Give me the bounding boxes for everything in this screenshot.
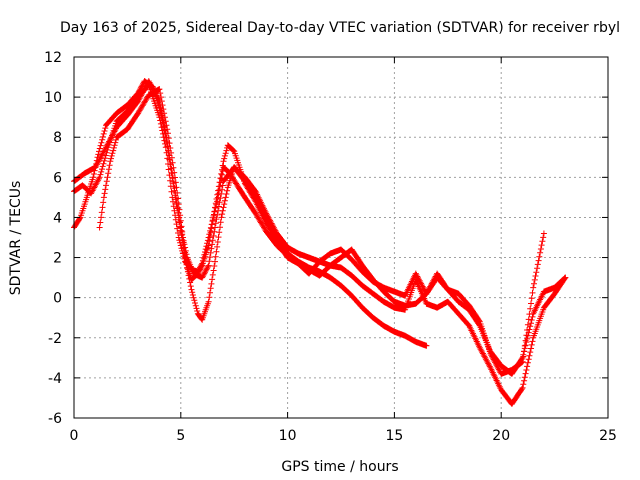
y-tick-label: 8 <box>53 130 62 146</box>
y-tick-label: 4 <box>53 210 62 226</box>
x-tick-label: 0 <box>70 428 79 444</box>
y-tick-label: -6 <box>48 411 62 427</box>
y-tick-label: 12 <box>44 50 62 66</box>
x-tick-label: 25 <box>599 428 617 444</box>
axis-ticks: 0 5 10 15 20 25 -6 -4 -2 0 2 4 6 8 10 12 <box>44 50 617 444</box>
y-tick-label: 0 <box>53 291 62 307</box>
y-tick-label: -4 <box>48 371 62 387</box>
x-tick-label: 15 <box>385 428 403 444</box>
y-axis-label: SDTVAR / TECUs <box>8 181 24 296</box>
point-markers-track-1 <box>71 82 430 349</box>
point-markers-track-4 <box>71 78 569 377</box>
data-series-layer <box>71 78 569 407</box>
y-tick-label: 6 <box>53 170 62 186</box>
x-axis-label: GPS time / hours <box>281 459 398 475</box>
y-tick-label: 2 <box>53 251 62 267</box>
y-tick-label: -2 <box>48 331 62 347</box>
series-track-4 <box>71 78 569 377</box>
x-tick-label: 5 <box>176 428 185 444</box>
x-tick-label: 10 <box>279 428 297 444</box>
series-track-1 <box>71 82 430 349</box>
x-tick-label: 20 <box>492 428 510 444</box>
chart-title: Day 163 of 2025, Sidereal Day-to-day VTE… <box>60 20 620 36</box>
y-tick-label: 10 <box>44 90 62 106</box>
plot-frame <box>73 56 609 419</box>
